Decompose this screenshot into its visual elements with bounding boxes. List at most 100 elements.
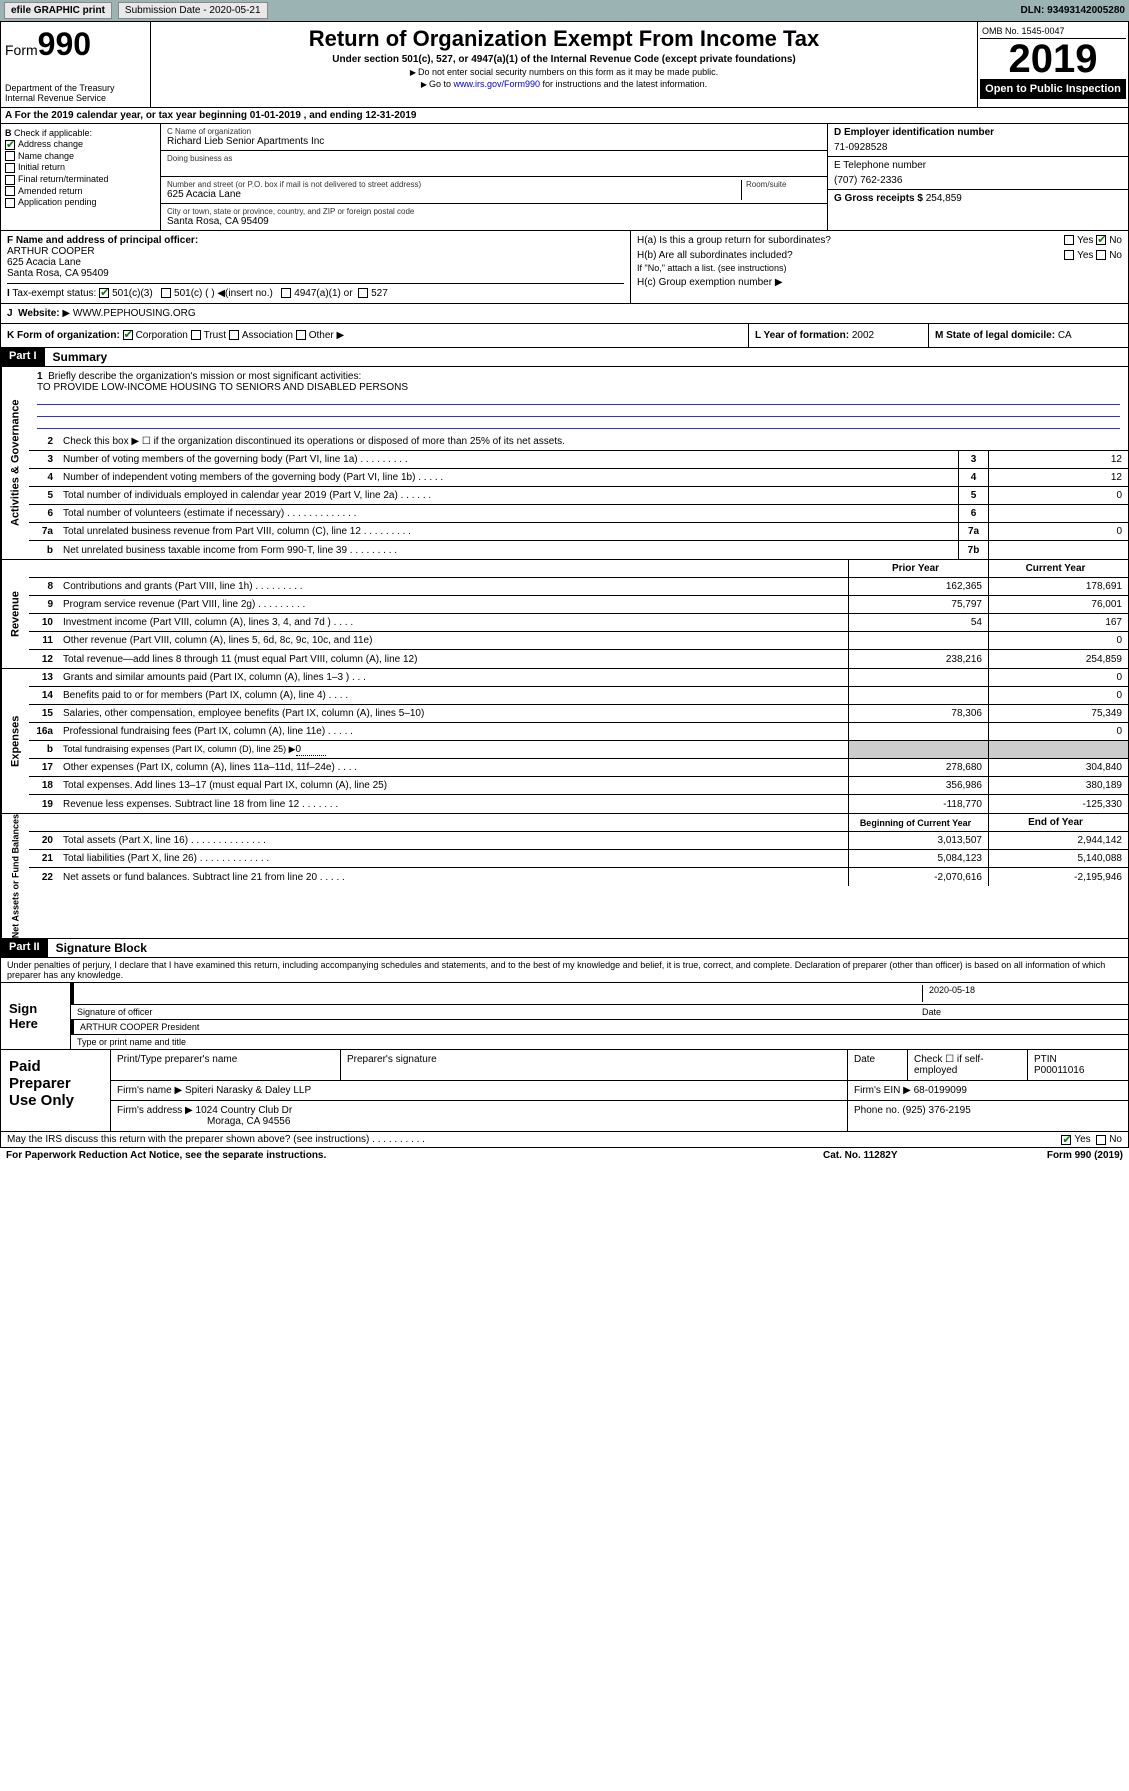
527-label: 527: [371, 288, 388, 299]
hb-yes: Yes: [1077, 250, 1093, 261]
prep-phone-lbl: Phone no.: [854, 1105, 900, 1116]
chk-amended[interactable]: [5, 186, 15, 196]
chk-527[interactable]: [358, 288, 368, 298]
chk-addr-change[interactable]: [5, 140, 15, 150]
revenue-section: Revenue Prior YearCurrent Year 8Contribu…: [0, 560, 1129, 669]
insert-no: (insert no.): [225, 288, 273, 299]
l12-text: Total revenue—add lines 8 through 11 (mu…: [59, 652, 848, 667]
l7a-val: 0: [988, 523, 1128, 540]
officer-addr2: Santa Rosa, CA 95409: [7, 268, 624, 279]
irs-link[interactable]: www.irs.gov/Form990: [454, 79, 541, 89]
goto-post: for instructions and the latest informat…: [540, 79, 707, 89]
l10-curr: 167: [988, 614, 1128, 631]
prep-self-lbl: Check ☐ if self-employed: [908, 1050, 1028, 1080]
l19-curr: -125,330: [988, 795, 1128, 813]
governance-section: Activities & Governance 1 Briefly descri…: [0, 367, 1129, 560]
l8-prior: 162,365: [848, 578, 988, 595]
chk-final[interactable]: [5, 175, 15, 185]
l3-val: 12: [988, 451, 1128, 468]
chk-hb-yes[interactable]: [1064, 250, 1074, 260]
chk-trust[interactable]: [191, 330, 201, 340]
note-goto: Go to www.irs.gov/Form990 for instructio…: [155, 79, 973, 89]
discuss-row: May the IRS discuss this return with the…: [0, 1132, 1129, 1148]
chk-name-change[interactable]: [5, 151, 15, 161]
firm-name: Spiteri Narasky & Daley LLP: [185, 1085, 311, 1096]
gross-receipts: 254,859: [926, 193, 962, 204]
begin-hdr: Beginning of Current Year: [848, 814, 988, 831]
chk-discuss-no[interactable]: [1096, 1135, 1106, 1145]
dba-lbl: Doing business as: [167, 154, 821, 163]
l3-text: Number of voting members of the governin…: [59, 452, 958, 467]
l16b-val: 0: [296, 744, 326, 756]
l9-text: Program service revenue (Part VIII, line…: [59, 597, 848, 612]
chk-corp[interactable]: [123, 330, 133, 340]
l2-text: Check this box ▶ ☐ if the organization d…: [59, 434, 1128, 449]
open-public: Open to Public Inspection: [980, 79, 1126, 99]
chk-501c3[interactable]: [99, 288, 109, 298]
box-b: B Check if applicable: Address change Na…: [1, 124, 161, 230]
chk-app-pending[interactable]: [5, 198, 15, 208]
submission-date: Submission Date - 2020-05-21: [118, 2, 268, 19]
l13-prior: [848, 669, 988, 686]
chk-other[interactable]: [296, 330, 306, 340]
l21-text: Total liabilities (Part X, line 26) . . …: [59, 851, 848, 866]
l17-text: Other expenses (Part IX, column (A), lin…: [59, 760, 848, 775]
discuss-text: May the IRS discuss this return with the…: [7, 1134, 1061, 1145]
j-lbl: Website:: [18, 308, 60, 319]
l6-val: [988, 505, 1128, 522]
sig-date-val: 2020-05-18: [922, 985, 1122, 1002]
chk-hb-no[interactable]: [1096, 250, 1106, 260]
b-label: Check if applicable:: [14, 128, 92, 138]
l4-text: Number of independent voting members of …: [59, 470, 958, 485]
ptin-val: P00011016: [1034, 1065, 1122, 1076]
l16a-curr: 0: [988, 723, 1128, 740]
l6-text: Total number of volunteers (estimate if …: [59, 506, 958, 521]
l9-prior: 75,797: [848, 596, 988, 613]
l22-text: Net assets or fund balances. Subtract li…: [59, 870, 848, 885]
l14-text: Benefits paid to or for members (Part IX…: [59, 688, 848, 703]
chk-ha-no[interactable]: [1096, 235, 1106, 245]
hc-lbl: H(c) Group exemption number: [637, 277, 772, 288]
l12-curr: 254,859: [988, 650, 1128, 668]
chk-ha-yes[interactable]: [1064, 235, 1074, 245]
l15-text: Salaries, other compensation, employee b…: [59, 706, 848, 721]
l-lbl: L Year of formation:: [755, 330, 849, 341]
l19-prior: -118,770: [848, 795, 988, 813]
form-subtitle: Under section 501(c), 527, or 4947(a)(1)…: [155, 54, 973, 65]
l5-text: Total number of individuals employed in …: [59, 488, 958, 503]
form-footer: Form 990 (2019): [973, 1150, 1123, 1161]
mission-text: TO PROVIDE LOW-INCOME HOUSING TO SENIORS…: [37, 382, 408, 393]
hb-no: No: [1109, 250, 1122, 261]
chk-initial[interactable]: [5, 163, 15, 173]
corp-label: Corporation: [136, 330, 188, 341]
box-c: C Name of organizationRichard Lieb Senio…: [161, 124, 828, 230]
type-name-lbl: Type or print name and title: [77, 1037, 186, 1047]
efile-btn[interactable]: efile GRAPHIC print: [4, 2, 112, 19]
501c3-label: 501(c)(3): [112, 288, 153, 299]
l20-end: 2,944,142: [988, 832, 1128, 849]
cat-no: Cat. No. 11282Y: [823, 1150, 973, 1161]
l22-begin: -2,070,616: [848, 868, 988, 886]
d-lbl: D Employer identification number: [834, 127, 994, 138]
org-city: Santa Rosa, CA 95409: [167, 216, 821, 227]
l17-curr: 304,840: [988, 759, 1128, 776]
prep-sig-lbl: Preparer's signature: [341, 1050, 848, 1080]
chk-4947[interactable]: [281, 288, 291, 298]
e-lbl: E Telephone number: [834, 160, 926, 171]
chk-501c[interactable]: [161, 288, 171, 298]
prior-hdr: Prior Year: [848, 560, 988, 577]
org-name: Richard Lieb Senior Apartments Inc: [167, 136, 821, 147]
firm-ein: 68-0199099: [914, 1085, 967, 1096]
l8-curr: 178,691: [988, 578, 1128, 595]
dln: DLN: 93493142005280: [1020, 5, 1125, 16]
l14-curr: 0: [988, 687, 1128, 704]
amended-label: Amended return: [18, 186, 83, 196]
f-lbl: F Name and address of principal officer:: [7, 235, 198, 246]
goto-pre: Go to: [429, 79, 454, 89]
l21-begin: 5,084,123: [848, 850, 988, 867]
declaration: Under penalties of perjury, I declare th…: [0, 958, 1129, 983]
chk-discuss-yes[interactable]: [1061, 1135, 1071, 1145]
sign-section: Sign Here 2020-05-18 Signature of office…: [0, 983, 1129, 1050]
chk-assoc[interactable]: [229, 330, 239, 340]
l18-text: Total expenses. Add lines 13–17 (must eq…: [59, 778, 848, 793]
